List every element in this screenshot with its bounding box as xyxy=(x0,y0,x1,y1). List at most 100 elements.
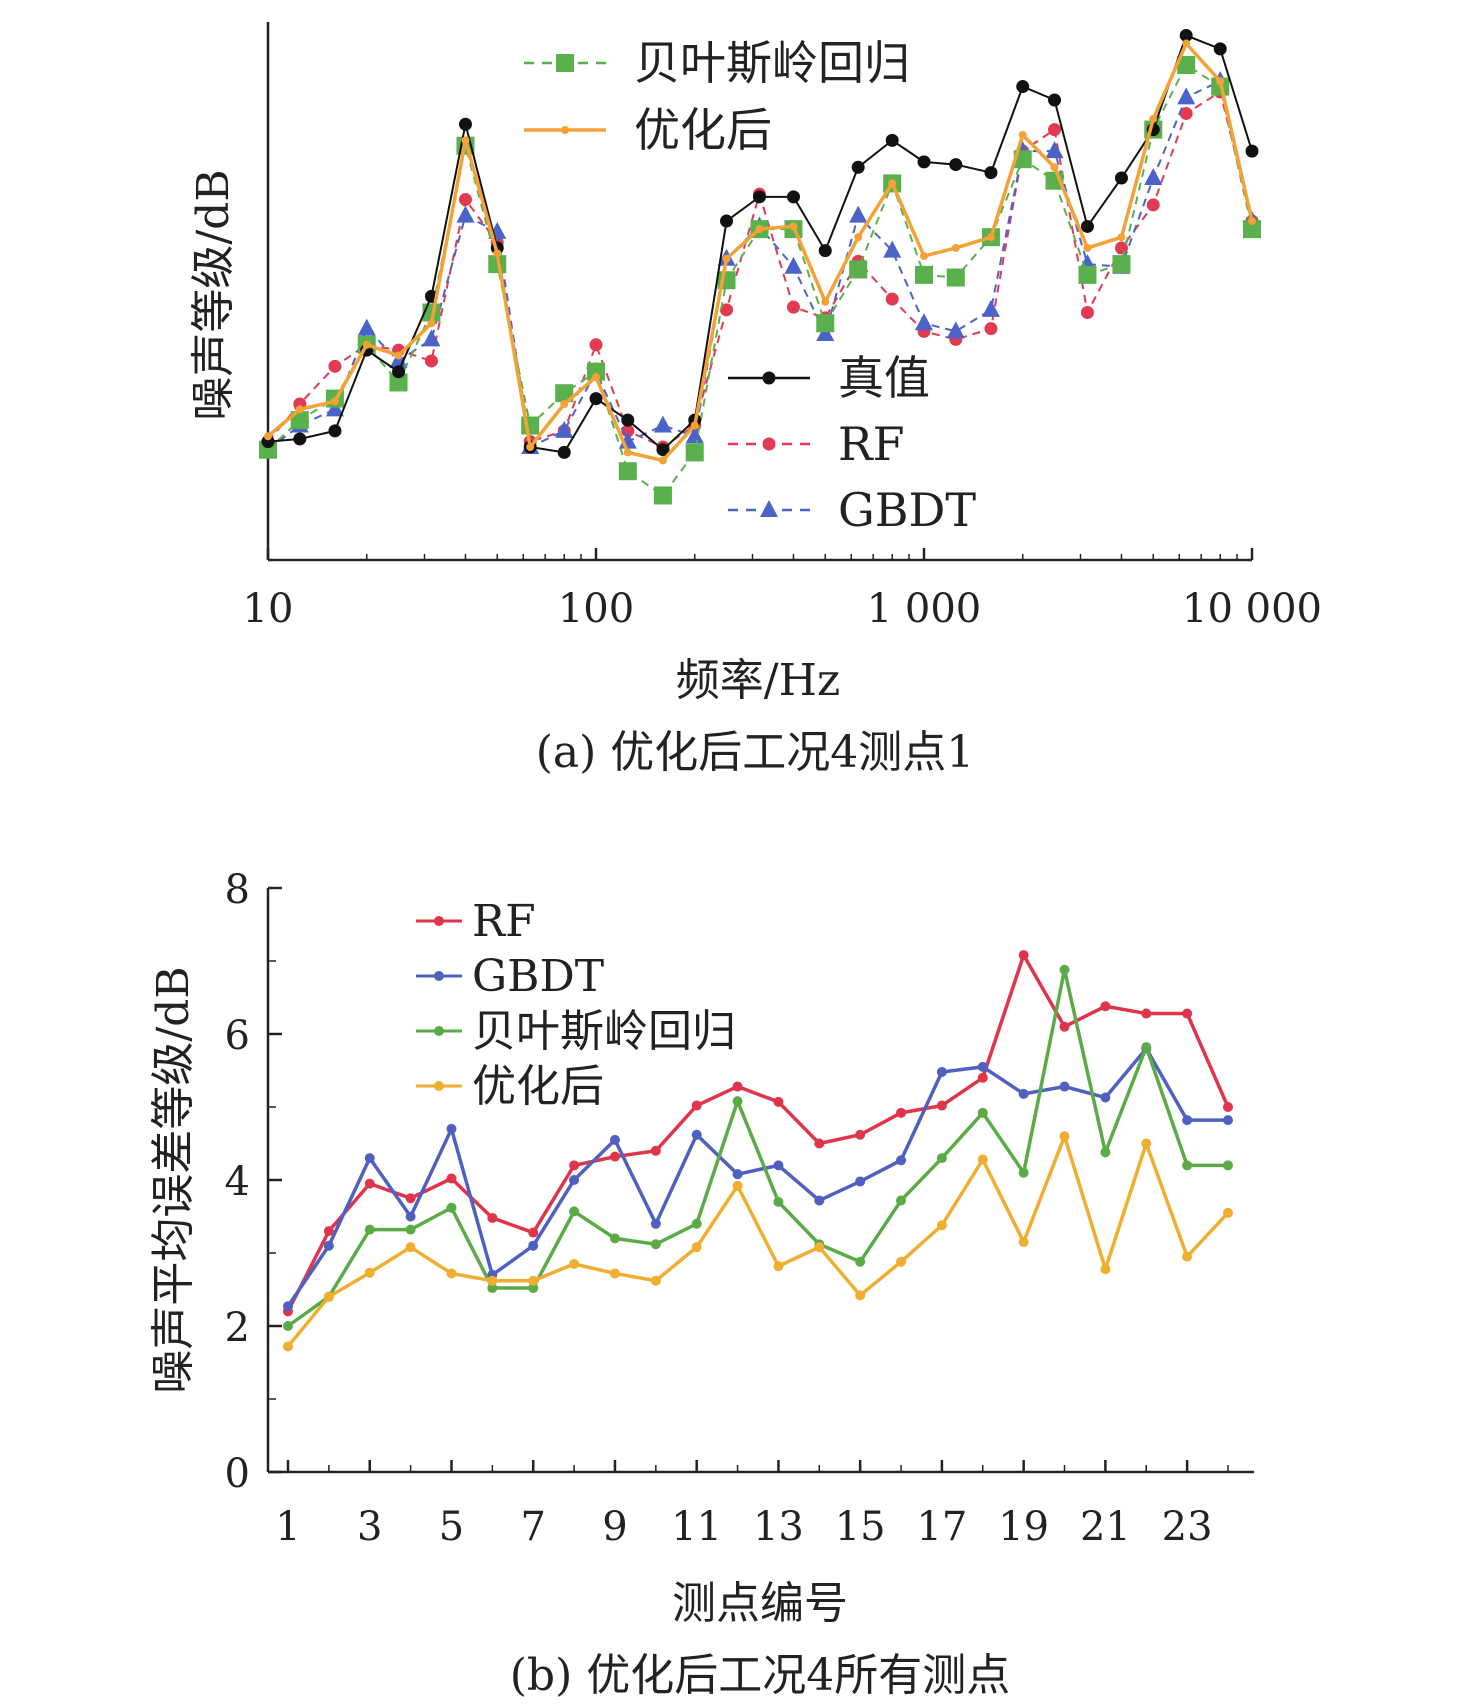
chart-b-point-gbdt xyxy=(855,1176,866,1187)
chart-a-point-series-4 xyxy=(1083,243,1092,252)
chart-b-x-tick-label: 23 xyxy=(1162,1504,1213,1550)
chart-b-point-rf xyxy=(446,1173,457,1184)
chart-b-x-tick-label: 11 xyxy=(671,1504,722,1550)
chart-a-point-series-4 xyxy=(264,432,272,441)
chart-b-point-series-3 xyxy=(609,1268,620,1279)
chart-a-y-axis-label: 噪声等级/dB xyxy=(188,169,239,420)
chart-a-legend-item-series-4: 优化后 xyxy=(524,103,772,157)
chart-b-point-series-3 xyxy=(1182,1251,1193,1262)
chart-a-legend-item-rf: RF xyxy=(728,417,905,471)
chart-b-x-tick-label: 3 xyxy=(357,1504,382,1550)
chart-b-point-series-3 xyxy=(487,1275,498,1286)
chart-b-point-series-3 xyxy=(283,1341,293,1352)
chart-a-point-gbdt xyxy=(849,205,868,223)
chart-b-y-tick-label: 0 xyxy=(225,1451,250,1497)
chart-b-point-rf xyxy=(487,1212,498,1223)
chart-a-point-series-3 xyxy=(1112,255,1131,274)
chart-a-point-series-4 xyxy=(755,225,764,234)
chart-a-point-gbdt xyxy=(325,399,344,417)
chart-a-point-series-0 xyxy=(458,117,472,131)
chart-a-point-series-0 xyxy=(1016,80,1030,94)
chart-a-point-series-3 xyxy=(816,314,835,333)
chart-a-point-gbdt xyxy=(1144,168,1163,186)
chart-a-point-rf xyxy=(720,303,734,317)
chart-a-point-series-0 xyxy=(293,432,307,446)
chart-a-point-series-0 xyxy=(656,443,670,457)
chart-a-point-series-4 xyxy=(986,233,995,242)
chart-b-y-axis-label: 噪声平均误差等级/dB xyxy=(148,966,199,1393)
chart-a-point-series-3 xyxy=(915,265,933,284)
chart-a-point-series-0 xyxy=(1213,42,1227,56)
chart-a-point-series-0 xyxy=(984,166,998,180)
chart-b-x-tick-label: 19 xyxy=(998,1504,1049,1550)
chart-b-legend-item-gbdt: GBDT xyxy=(416,951,604,1002)
chart-b-legend-item-series-3: 优化后 xyxy=(416,1061,604,1112)
chart-b-point-series-3 xyxy=(855,1290,866,1301)
chart-a-legend-label: 贝叶斯岭回归 xyxy=(634,36,910,90)
chart-b-point-series-2 xyxy=(650,1239,661,1250)
chart-b-point-series-3 xyxy=(569,1258,580,1269)
chart-b-point-gbdt xyxy=(364,1153,375,1164)
chart-b-legend-marker xyxy=(434,1026,444,1036)
chart-b-point-series-3 xyxy=(1223,1207,1233,1218)
chart-a-legend-label: GBDT xyxy=(838,483,976,537)
chart-a-point-series-3 xyxy=(653,486,672,505)
chart-a-point-series-4 xyxy=(789,222,798,231)
chart-b-point-series-2 xyxy=(528,1283,539,1294)
chart-a-caption: (a) 优化后工况4测点1 xyxy=(536,727,975,778)
chart-a-point-series-4 xyxy=(888,179,897,188)
chart-a-x-tick-label: 10 xyxy=(243,586,294,632)
chart-a-point-series-3 xyxy=(685,443,704,462)
chart-a-point-series-4 xyxy=(722,254,731,263)
chart-a-point-rf xyxy=(328,359,342,373)
chart-b-point-series-2 xyxy=(446,1202,457,1213)
chart-b-line-series-3 xyxy=(286,1130,1230,1348)
chart-a-point-series-4 xyxy=(658,456,667,465)
chart-b-point-rf xyxy=(1223,1102,1233,1112)
chart-a-point-series-4 xyxy=(362,340,371,349)
chart-b-point-rf xyxy=(977,1072,988,1083)
chart-a-legend-marker xyxy=(556,54,574,72)
chart-a-point-series-0 xyxy=(328,424,342,438)
chart-a-point-gbdt xyxy=(357,318,376,336)
chart-a-point-series-0 xyxy=(752,190,766,204)
chart-a-point-series-0 xyxy=(1080,219,1094,233)
chart-b-legend-item-series-2: 贝叶斯岭回归 xyxy=(416,1006,736,1057)
chart-b-point-series-2 xyxy=(1141,1042,1152,1053)
chart-b-point-series-2 xyxy=(1059,964,1070,975)
chart-a-legend-marker xyxy=(561,126,569,134)
chart-a-point-rf xyxy=(1146,198,1160,212)
chart-b-legend-marker xyxy=(434,971,444,981)
chart-a-x-tick-label: 1 000 xyxy=(867,586,982,632)
chart-a-point-series-0 xyxy=(885,133,899,147)
chart-a-point-series-0 xyxy=(1245,144,1259,158)
chart-a-point-gbdt xyxy=(456,205,475,223)
chart-b-point-gbdt xyxy=(609,1134,620,1145)
chart-a-point-series-4 xyxy=(690,421,699,430)
chart-a-legend-marker xyxy=(762,371,776,385)
chart-a-point-series-0 xyxy=(949,158,963,172)
chart-b-point-series-2 xyxy=(1182,1160,1193,1171)
chart-a-point-gbdt xyxy=(816,324,835,342)
chart-b-y-tick-label: 6 xyxy=(225,1013,250,1059)
chart-b-point-gbdt xyxy=(650,1218,661,1229)
chart-b-point-rf xyxy=(528,1227,539,1238)
chart-a-point-series-0 xyxy=(557,445,571,459)
chart-b-point-series-3 xyxy=(446,1268,457,1279)
chart-a-point-rf xyxy=(1080,306,1094,320)
chart-b-point-gbdt xyxy=(691,1129,702,1140)
chart-b-point-series-3 xyxy=(1141,1138,1152,1149)
chart-a-point-series-4 xyxy=(1117,233,1126,242)
chart-a-x-ticks: 10 100 1 000 10 000 xyxy=(243,548,1322,632)
chart-a-point-rf xyxy=(786,300,800,314)
chart-b-point-series-3 xyxy=(732,1180,743,1191)
chart-a-frequency-noise-level: 10 100 1 000 10 000 频率/Hz 噪声等级/dB (a) 优化后工况… xyxy=(188,22,1322,778)
chart-b-x-tick-label: 21 xyxy=(1080,1504,1131,1550)
chart-a-point-series-0 xyxy=(621,413,635,427)
chart-b-point-rf xyxy=(773,1096,784,1107)
chart-a-legend-label: 优化后 xyxy=(634,103,772,157)
chart-b-point-series-2 xyxy=(896,1195,907,1206)
chart-b-point-rf xyxy=(1059,1021,1070,1032)
